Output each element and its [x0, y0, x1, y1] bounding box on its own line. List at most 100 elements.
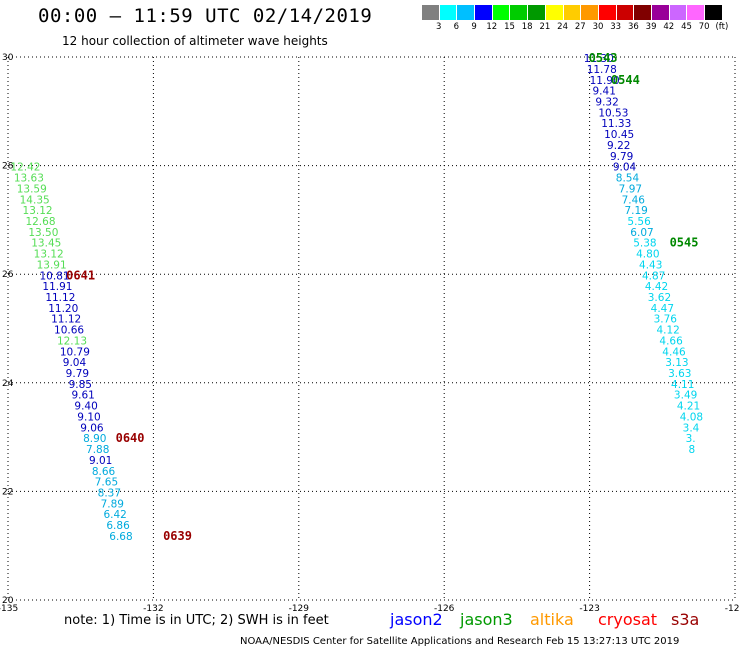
wave-height-labels: 12.4213.6313.5914.3513.1212.6813.5013.45…: [10, 53, 703, 543]
wave-height-value: 8.90: [83, 433, 106, 445]
color-scale-label: 45: [681, 22, 692, 32]
wave-height-value: 3.: [686, 433, 696, 445]
color-scale-label: 42: [663, 22, 675, 32]
color-scale-label: 39: [645, 22, 657, 32]
wave-height-value: 5.56: [627, 216, 651, 228]
legend-item-altika: altika: [530, 610, 574, 629]
wave-height-value: 3.49: [674, 390, 697, 402]
color-scale-label: 70: [698, 22, 710, 32]
wave-height-value: 6.68: [109, 531, 132, 543]
wave-height-value: 5.38: [633, 238, 656, 250]
color-swatch: [457, 5, 476, 20]
wave-height-value: 9.79: [66, 368, 89, 380]
wave-height-value: 7.88: [86, 444, 109, 456]
wave-height-value: 9.40: [74, 401, 97, 413]
wave-height-value: 4.87: [642, 270, 665, 282]
x-tick-label: -126: [434, 604, 455, 614]
color-swatch: [634, 5, 652, 20]
color-scale-label: 27: [574, 22, 586, 32]
x-tick-label: -135: [0, 604, 18, 614]
color-scale-label: 33: [610, 22, 622, 32]
wave-height-value: 11.91: [42, 281, 72, 293]
legend-item-jason3: jason3: [460, 610, 513, 629]
color-scale-label: 6: [453, 22, 460, 32]
pass-time-label: 0640: [116, 431, 145, 445]
wave-height-value: 3.76: [654, 314, 678, 326]
wave-height-value: 4.80: [636, 249, 659, 261]
wave-height-value: 12.13: [57, 335, 87, 347]
x-tick-label: -132: [143, 604, 163, 614]
wave-height-value: 9.61: [71, 390, 94, 402]
wave-height-value: 9.01: [89, 455, 112, 467]
color-swatch: [528, 5, 546, 20]
wave-height-value: 13.12: [23, 205, 53, 217]
grid-lines: [7, 56, 736, 601]
color-scale-label: 12: [486, 22, 498, 32]
x-tick-label: -129: [289, 604, 310, 614]
wave-height-value: 9.32: [595, 97, 618, 109]
wave-height-value: 3.63: [668, 368, 691, 380]
wave-height-value: 10.79: [60, 346, 90, 358]
wave-height-value: 4.21: [677, 401, 700, 413]
wave-height-value: 12.42: [10, 162, 40, 174]
units-note: note: 1) Time is in UTC; 2) SWH is in fe…: [64, 613, 329, 628]
color-scale-label: 24: [557, 22, 569, 32]
y-tick-label: 28: [2, 162, 14, 172]
wave-height-value: 9.22: [607, 140, 630, 152]
color-scale-label: (ft): [715, 22, 729, 32]
x-tick-label: -123: [579, 604, 599, 614]
wave-height-value: 9.04: [613, 162, 637, 174]
y-tick-label: 22: [2, 487, 13, 497]
wave-height-value: 14.35: [20, 194, 50, 206]
wave-height-value: 7.19: [624, 205, 647, 217]
color-swatch: [492, 5, 511, 20]
color-scale-label: 18: [521, 22, 533, 32]
color-scale-labels: 3 6 9 12 15 18 21 24 27 30 33 36 39 42 45 70 (ft): [422, 22, 740, 34]
wave-height-value: 3.4: [683, 422, 700, 434]
wave-height-value: 9.79: [610, 151, 633, 163]
map-title: 00:00 – 11:59 UTC 02/14/2019: [38, 5, 373, 27]
y-tick-label: 24: [2, 379, 14, 389]
wave-height-value: 4.47: [651, 303, 674, 315]
wave-height-value: 4.11: [671, 379, 694, 391]
color-swatch: [616, 5, 635, 20]
wave-height-value: 4.43: [639, 259, 662, 271]
wave-height-value: 6.42: [103, 509, 126, 521]
color-scale-label: 30: [592, 22, 604, 32]
wave-height-value: 6.86: [106, 520, 130, 532]
color-swatch: [705, 5, 723, 20]
wave-height-value: 13.45: [31, 238, 61, 250]
wave-height-value: 7.65: [95, 477, 118, 489]
wave-height-value: 11.78: [587, 64, 617, 76]
color-scale-label: 15: [504, 22, 515, 32]
wave-height-value: 4.66: [659, 335, 683, 347]
wave-height-value: 7.46: [622, 194, 646, 206]
wave-height-value: 9.85: [69, 379, 92, 391]
wave-height-value: 10.53: [598, 107, 628, 119]
color-scale-label: 3: [435, 22, 442, 32]
wave-height-value: 9.41: [593, 86, 616, 98]
color-swatch: [422, 5, 440, 20]
wave-height-value: 12.68: [25, 216, 55, 228]
wave-height-value: 7.89: [101, 498, 124, 510]
wave-height-value: 3.13: [665, 357, 688, 369]
wave-height-value: 11.90: [590, 75, 620, 87]
pass-time-label: 0543: [589, 51, 618, 65]
color-swatch: [598, 5, 617, 20]
wave-height-value: 11.30: [584, 53, 614, 65]
pass-time-label: 0544: [611, 73, 640, 87]
wave-height-value: 13.50: [28, 227, 58, 239]
color-swatch: [669, 5, 688, 20]
wave-height-value: 7.97: [619, 183, 642, 195]
y-tick-label: 30: [2, 53, 14, 63]
color-swatch: [545, 5, 564, 20]
wave-height-value: 10.45: [604, 129, 634, 141]
color-swatch: [510, 5, 529, 20]
credit-line: NOAA/NESDIS Center for Satellite Applica…: [240, 636, 680, 647]
wave-height-value: 6.07: [630, 227, 653, 239]
color-swatch: [563, 5, 582, 20]
color-swatch: [475, 5, 493, 20]
wave-height-value: 3.62: [648, 292, 671, 304]
wave-height-value: 8.66: [92, 466, 116, 478]
wave-height-value: 13.59: [17, 183, 47, 195]
